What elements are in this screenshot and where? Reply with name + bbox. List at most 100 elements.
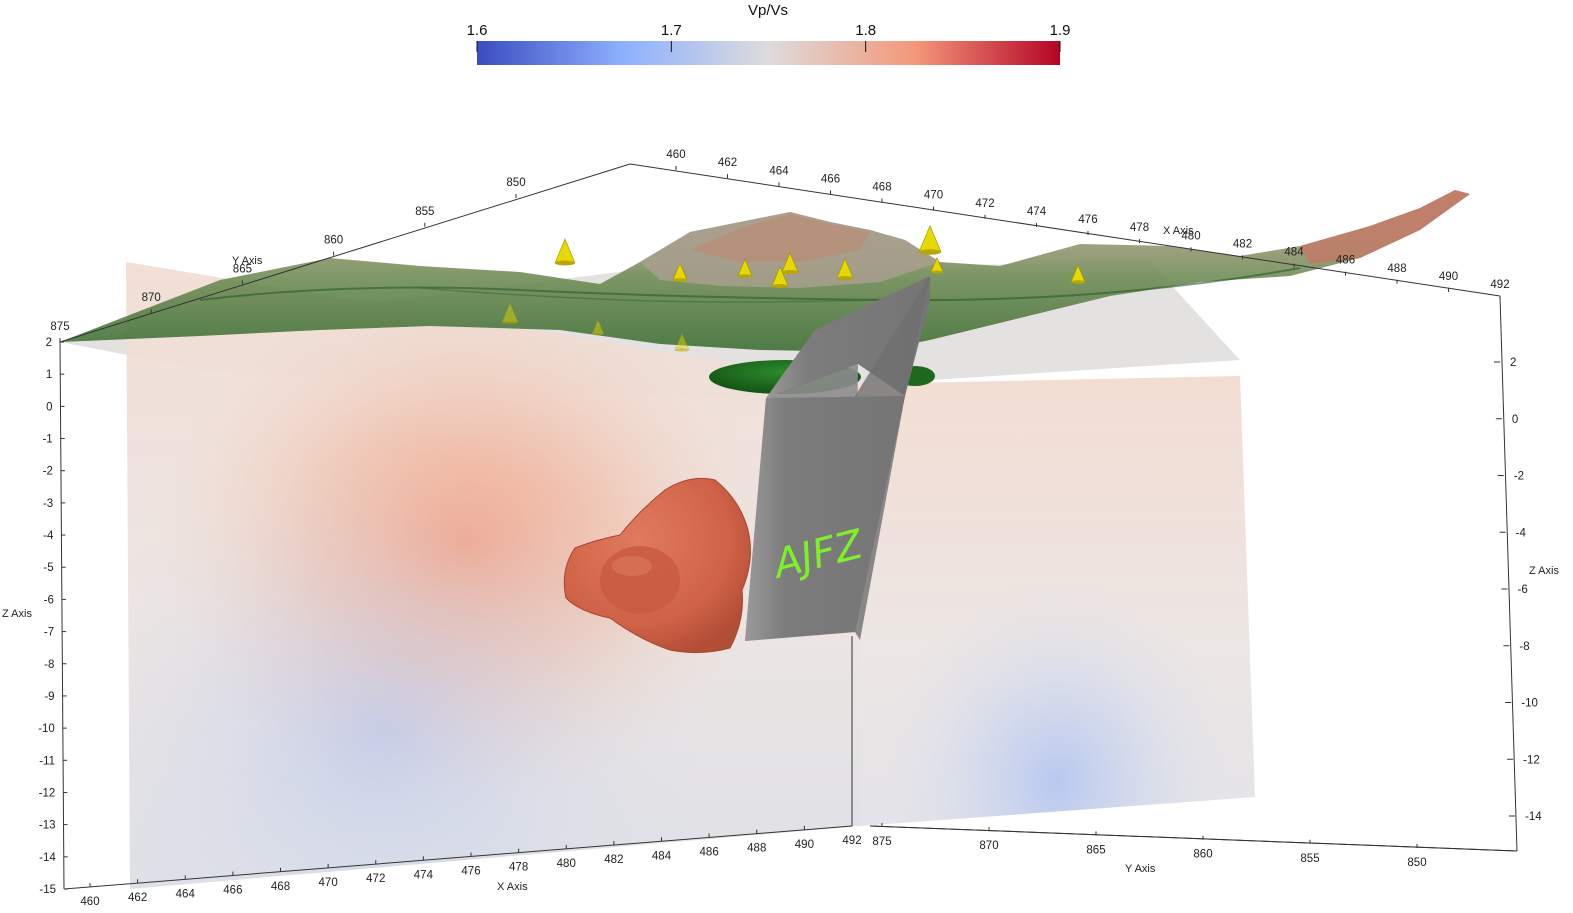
axis-tick-label: 466 (223, 885, 242, 897)
y-axis-title-top: Y Axis (232, 255, 263, 267)
x-axis-top-ticks: 460 462 464 466 468 470 472 474 476 478 480 482 484 4… (666, 149, 1510, 300)
station-marker-base (1071, 280, 1085, 284)
station-marker-base (931, 270, 943, 274)
axis-tick-label: -10 (1521, 698, 1538, 710)
colorbar-tick-label: 1.9 (1050, 22, 1071, 39)
axis-tick-label: 464 (769, 165, 789, 177)
axis-tick-label: 850 (1407, 857, 1426, 869)
station-marker (918, 224, 942, 253)
colorbar-gradient (477, 41, 1060, 65)
axis-tick-label: 850 (506, 177, 525, 189)
low-velocity-anomaly-body (563, 477, 751, 654)
vp-vs-slice-yz (860, 376, 1255, 826)
station-marker-base (837, 276, 853, 280)
axis-tick-label: -10 (38, 723, 55, 735)
axis-tick-label: 492 (842, 835, 861, 847)
topography-surface (60, 190, 1470, 352)
axis-tick-label: 860 (324, 235, 343, 247)
axis-tick-label: 0 (1512, 414, 1518, 426)
axis-tick-label: 468 (872, 182, 891, 194)
axis-tick-label: -15 (39, 884, 56, 896)
axis-tick-label: 855 (1300, 853, 1319, 865)
x-axis-title-top: X Axis (1163, 225, 1194, 237)
axis-tick-label: 0 (46, 401, 52, 413)
station-marker (501, 302, 519, 323)
axis-tick-label: 460 (80, 896, 99, 908)
axis-tick-label: 865 (1086, 844, 1105, 856)
station-marker-base (502, 320, 518, 324)
axis-tick-label: 482 (1233, 238, 1252, 250)
axis-tick-label: 486 (700, 846, 719, 858)
colorbar-tick-label: 1.6 (467, 22, 488, 39)
z-axis-title-left: Z Axis (2, 608, 32, 620)
axis-tick-label: 2 (46, 337, 52, 349)
axis-tick-label: 875 (872, 836, 891, 848)
axis-tick-label: 480 (1181, 230, 1200, 242)
axis-tick-label: 472 (975, 198, 994, 210)
axis-tick-label: 490 (795, 839, 814, 851)
axis-tick-label: 484 (652, 850, 672, 862)
y-axis-top-ticks: 850 855 860 865 870 875 (50, 177, 526, 342)
axis-tick-label: -9 (44, 691, 54, 703)
z-axis-title-right: Z Axis (1529, 565, 1559, 577)
x-axis-bottom-ticks: 460 462 464 466 468 470 472 474 476 478 480 482 484 4… (80, 822, 862, 908)
axis-tick-label: 466 (821, 173, 840, 185)
axis-tick-label: 472 (366, 873, 385, 885)
colorbar-tick-label: 1.7 (661, 22, 682, 39)
axis-tick-label: -2 (43, 466, 53, 478)
axis-tick-label: 476 (1078, 214, 1097, 226)
axis-tick-label: 464 (176, 888, 196, 900)
axis-tick-label: -6 (1518, 584, 1528, 596)
axis-tick-label: 484 (1284, 247, 1304, 259)
station-marker-base (673, 278, 687, 282)
axis-tick-label: 474 (414, 869, 434, 881)
axis-tick-label: -12 (1523, 754, 1540, 766)
axis-tick-label: 1 (46, 369, 52, 381)
station-marker (591, 318, 605, 335)
axis-tick-label: 478 (509, 862, 528, 874)
axis-tick-label: -6 (44, 594, 54, 606)
axis-tick-label: 460 (666, 149, 685, 161)
axis-tick-label: 482 (604, 854, 623, 866)
axis-tick-label: 870 (979, 840, 998, 852)
station-marker-base (738, 274, 752, 278)
z-axis-right-ticks: 2 0 -2 -4 -6 -8 -10 -12 -14 (1494, 357, 1542, 823)
axis-tick-label: -4 (1516, 527, 1527, 539)
fault-plane-ajfz: AJFZ (745, 276, 930, 641)
axis-tick-label: -5 (43, 562, 53, 574)
axis-tick-label: 470 (319, 877, 338, 889)
axis-tick-label: -8 (1519, 641, 1529, 653)
axis-tick-label: -14 (1525, 811, 1542, 823)
axis-tick-label: -12 (39, 787, 56, 799)
station-marker (674, 332, 690, 351)
z-axis-left-ticks: 2 1 0 -1 -2 -3 -4 -5 -6 -7 -8 -9 -10 -11 -12 -13 -14 -15 (38, 337, 68, 896)
axis-tick-label: -2 (1514, 471, 1524, 483)
axis-tick-label: -7 (44, 627, 54, 639)
axis-tick-label: 855 (415, 206, 434, 218)
axis-tick-label: 468 (271, 881, 290, 893)
axis-tick-label: 2 (1510, 357, 1516, 369)
axis-tick-label: -3 (43, 498, 53, 510)
axis-tick-label: 860 (1193, 849, 1212, 861)
y-axis-bottom-ticks: 875 870 865 860 855 850 (872, 823, 1427, 869)
y-axis-title-bottom: Y Axis (1125, 863, 1156, 875)
colorbar-title: Vp/Vs (748, 2, 788, 19)
axis-tick-label: -1 (42, 434, 52, 446)
station-marker-base (772, 284, 788, 288)
axis-tick-label: -8 (44, 659, 54, 671)
axis-tick-label: -13 (39, 820, 56, 832)
axis-tick-label: 490 (1439, 271, 1458, 283)
station-marker-base (592, 332, 604, 336)
colorbar-ticks: 1.6 1.7 1.8 1.9 (467, 22, 1071, 52)
station-marker (554, 238, 576, 264)
axis-tick-label: 476 (461, 866, 480, 878)
axis-tick-label: -4 (43, 530, 54, 542)
station-marker-base (782, 270, 798, 274)
axis-tick-label: -14 (39, 852, 56, 864)
axis-tick-label: 486 (1336, 255, 1355, 267)
axis-tick-label: 478 (1130, 222, 1149, 234)
axis-tick-label: 488 (747, 843, 766, 855)
axis-tick-label: 865 (233, 263, 252, 275)
axis-tick-label: 462 (718, 157, 737, 169)
